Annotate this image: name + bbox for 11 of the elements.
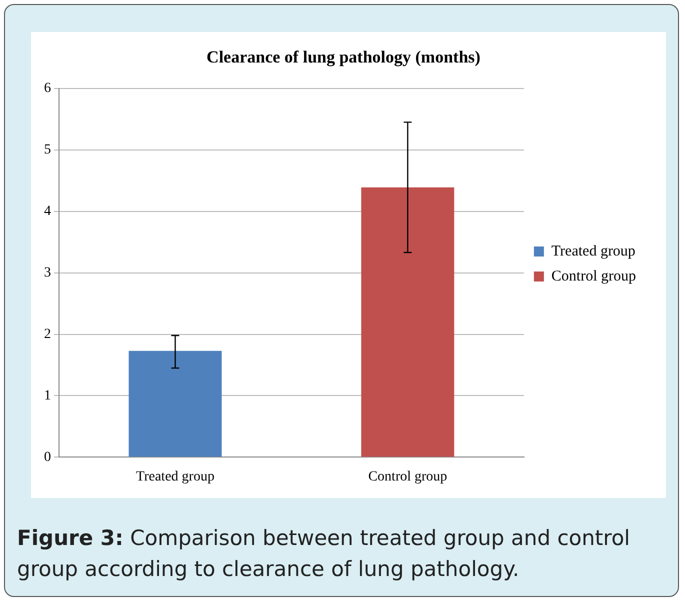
caption: Figure 3: Comparison between treated group and control group according to clearance of lung pathology.: [17, 525, 632, 583]
y-tick-label: 3: [44, 265, 51, 280]
y-tick-label: 0: [44, 450, 51, 465]
y-tick-label: 2: [44, 326, 51, 342]
legend-label: Treated group: [551, 243, 636, 260]
y-tick-label: 6: [44, 81, 51, 96]
y-tick-label: 4: [44, 204, 51, 220]
legend-label: Control group: [551, 268, 636, 284]
y-tick-label: 5: [44, 142, 51, 158]
chart-title: Clearance of lung pathology (months): [206, 48, 480, 67]
y-tick-label: 1: [44, 388, 51, 404]
